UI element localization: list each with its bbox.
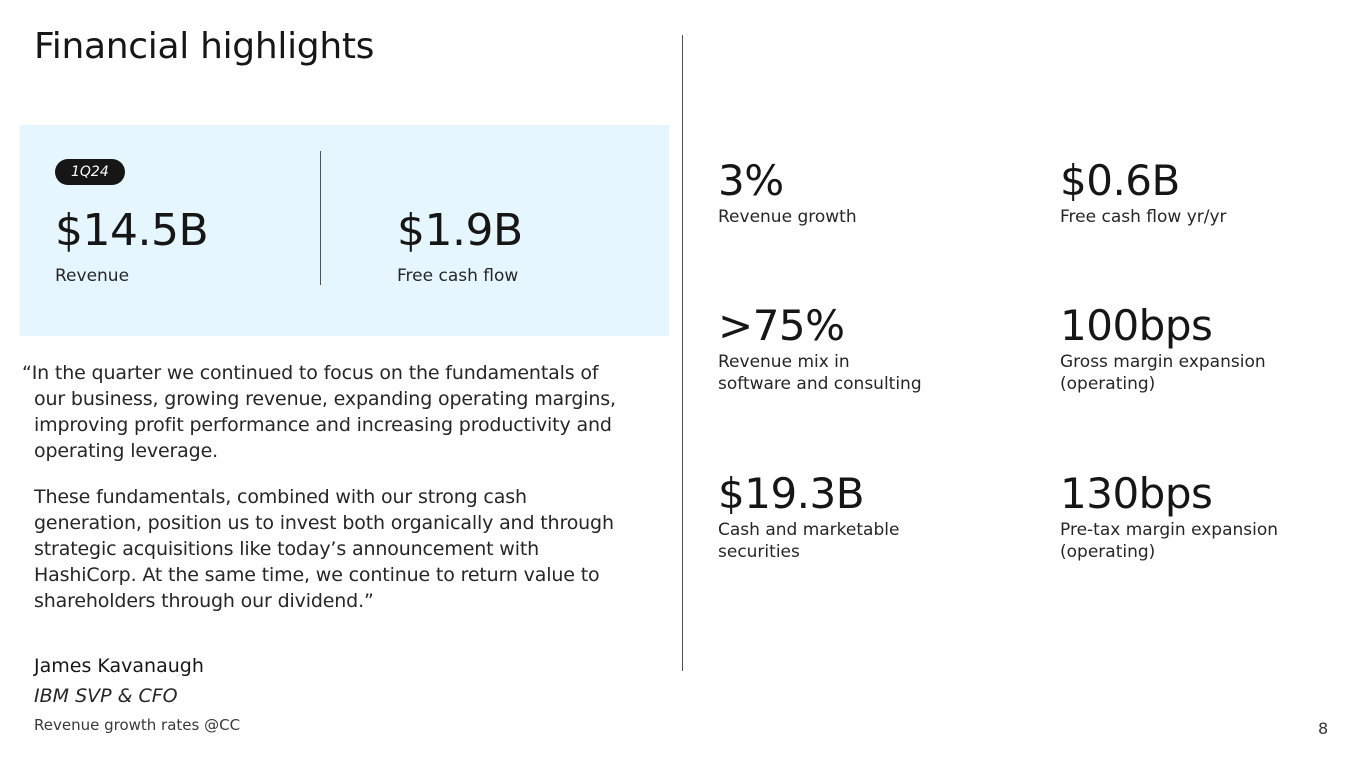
kpi-label: Revenue growth (718, 207, 857, 227)
footnote: Revenue growth rates @CC (34, 716, 241, 734)
kpi-revenue-growth: 3% Revenue growth (718, 156, 857, 228)
revenue-value: $14.5B (55, 205, 209, 256)
cfo-quote: “In the quarter we continued to focus on… (22, 360, 662, 634)
kpi-value: 100bps (1060, 301, 1213, 350)
free-cash-flow-value: $1.9B (397, 205, 523, 256)
revenue-metric: $14.5B Revenue (55, 203, 209, 287)
quarter-highlight-panel: 1Q24 $14.5B Revenue $1.9B Free cash flow (20, 125, 669, 336)
quote-paragraph: “In the quarter we continued to focus on… (22, 362, 616, 462)
kpi-label: Free cash flow yr/yr (1060, 207, 1227, 227)
kpi-value: 3% (718, 156, 784, 205)
free-cash-flow-metric: $1.9B Free cash flow (397, 203, 523, 287)
revenue-label: Revenue (55, 266, 130, 286)
page-number: 8 (1318, 719, 1329, 738)
kpi-label: Gross margin expansion (operating) (1060, 352, 1266, 394)
panel-divider (320, 151, 321, 285)
kpi-pre-tax-margin-expansion: 130bps Pre-tax margin expansion (operati… (1060, 469, 1278, 563)
quarter-badge: 1Q24 (55, 159, 125, 185)
quote-author-role: IBM SVP & CFO (34, 685, 178, 707)
slide-title: Financial highlights (34, 26, 375, 67)
kpi-value: $0.6B (1060, 156, 1180, 205)
quote-author: James Kavanaugh (34, 655, 204, 677)
kpi-value: >75% (718, 301, 845, 350)
kpi-value: 130bps (1060, 469, 1213, 518)
kpi-label: Pre-tax margin expansion (operating) (1060, 520, 1279, 562)
quote-paragraph: These fundamentals, combined with our st… (34, 486, 614, 612)
kpi-label: Cash and marketable securities (718, 520, 900, 562)
kpi-gross-margin-expansion: 100bps Gross margin expansion (operating… (1060, 301, 1266, 395)
section-divider (682, 35, 683, 671)
kpi-value: $19.3B (718, 469, 865, 518)
kpi-label: Revenue mix in software and consulting (718, 352, 922, 394)
free-cash-flow-label: Free cash flow (397, 266, 519, 286)
kpi-cash-and-securities: $19.3B Cash and marketable securities (718, 469, 899, 563)
kpi-revenue-mix: >75% Revenue mix in software and consult… (718, 301, 922, 395)
kpi-free-cash-flow-yr-yr: $0.6B Free cash flow yr/yr (1060, 156, 1227, 228)
